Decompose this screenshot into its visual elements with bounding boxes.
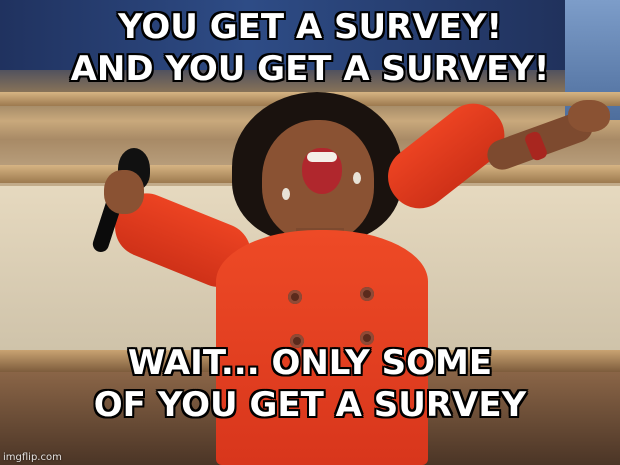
left-hand xyxy=(104,170,144,214)
top-caption-line-2: AND YOU GET A SURVEY! xyxy=(70,49,550,89)
dress-button xyxy=(290,334,304,348)
teeth xyxy=(307,152,337,162)
right-hand xyxy=(568,100,610,132)
top-caption-line-1: YOU GET A SURVEY! xyxy=(117,7,502,47)
earring-left xyxy=(282,188,290,200)
bottom-caption-line-1: WAIT... ONLY SOME xyxy=(127,343,493,383)
bottom-caption: WAIT... ONLY SOME OF YOU GET A SURVEY xyxy=(0,342,620,426)
dress-button xyxy=(360,331,374,345)
bottom-caption-line-2: OF YOU GET A SURVEY xyxy=(93,385,527,425)
watermark: imgflip.com xyxy=(3,452,62,463)
earring-right xyxy=(353,172,361,184)
top-caption: YOU GET A SURVEY! AND YOU GET A SURVEY! xyxy=(0,6,620,90)
red-dress xyxy=(216,230,428,465)
dress-button xyxy=(360,287,374,301)
background-screen xyxy=(0,0,620,70)
dress-button xyxy=(288,290,302,304)
